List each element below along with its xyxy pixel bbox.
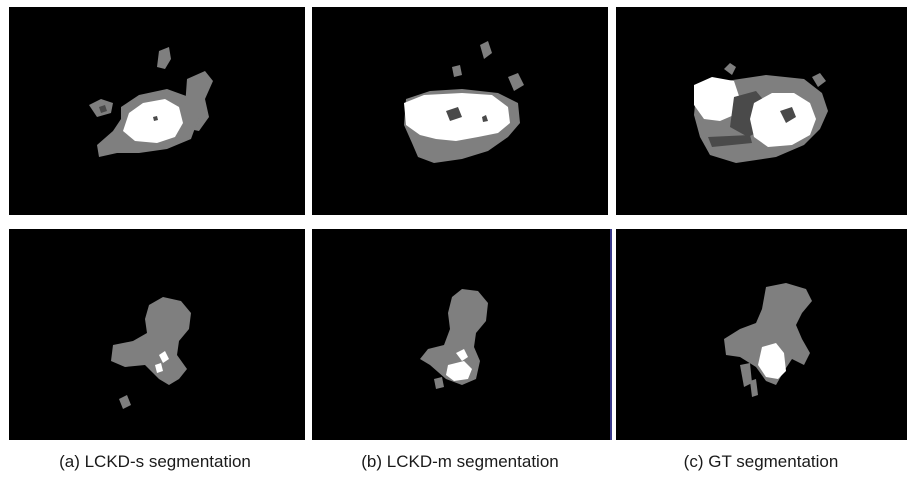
segmentation-mask-image: [404, 41, 524, 163]
caption-lckd-m: (b) LCKD-m segmentation: [361, 452, 559, 471]
segmentation-mask-image: [420, 289, 488, 389]
segmentation-panel-b-top: [312, 7, 608, 215]
segmentation-panel-c-bottom: [616, 229, 907, 440]
segmentation-panel-a-top: [9, 7, 305, 215]
caption-gt: (c) GT segmentation: [683, 452, 839, 471]
segmentation-mask-image: [111, 297, 191, 409]
caption-lckd-s: (a) LCKD-s segmentation: [59, 452, 251, 471]
segmentation-mask-image: [694, 63, 828, 163]
segmentation-mask-image: [89, 47, 213, 157]
segmentation-panel-c-top: [616, 7, 907, 215]
segmentation-panel-a-bottom: [9, 229, 305, 440]
segmentation-mask-image: [724, 283, 812, 397]
segmentation-panel-b-bottom: [312, 229, 612, 440]
